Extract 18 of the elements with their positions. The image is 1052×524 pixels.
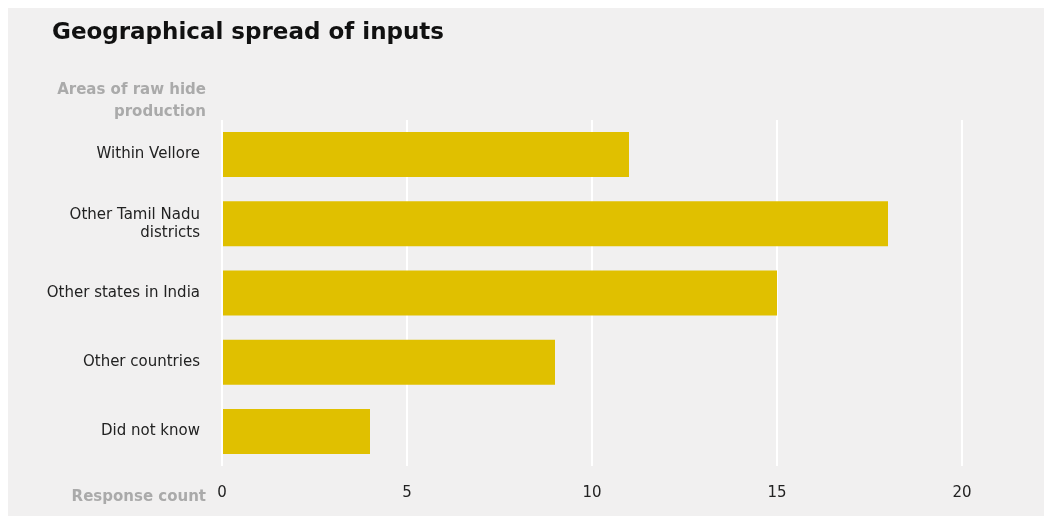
x-tick-label: 5 (402, 482, 412, 501)
y-axis-title: Areas of raw hide production (56, 79, 206, 122)
x-tick-label: 20 (952, 482, 972, 501)
x-axis-title: Response count (71, 487, 206, 505)
bar (223, 201, 888, 247)
bar (223, 339, 555, 385)
y-tick-label: Other Tamil Nadu districts (69, 204, 201, 241)
bar (223, 270, 777, 316)
bar (223, 408, 370, 454)
x-tick-label: 0 (217, 482, 227, 501)
y-tick-label: Other countries (82, 352, 201, 371)
y-tick-label: Within Vellore (96, 144, 200, 163)
x-tick-label: 15 (767, 482, 787, 501)
chart-title: Geographical spread of inputs (52, 18, 445, 44)
y-tick-label: Other states in India (46, 282, 200, 301)
y-tick-label: Did not know (101, 421, 200, 440)
x-tick-label: 10 (582, 482, 602, 501)
bar (223, 132, 629, 178)
